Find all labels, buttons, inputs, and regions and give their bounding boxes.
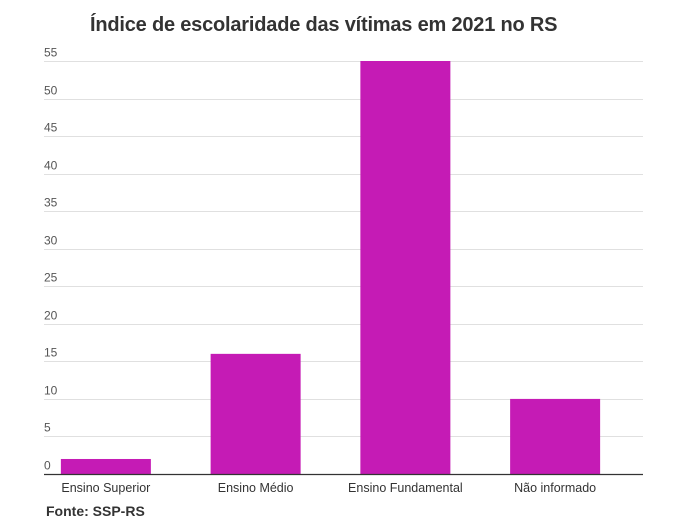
y-axis-ticks: 0 5 10 15 20 25 30 35 40 45 50 55 (44, 46, 58, 473)
y-tick-label: 35 (44, 196, 58, 210)
grid-lines (44, 61, 643, 437)
y-tick-label: 10 (44, 384, 58, 398)
bars (60, 61, 601, 474)
x-category-label: Ensino Superior (61, 481, 150, 495)
y-tick-label: 20 (44, 309, 58, 323)
y-tick-label: 30 (44, 234, 58, 248)
y-tick-label: 5 (44, 421, 51, 435)
source-note: Fonte: SSP-RS (46, 503, 145, 519)
y-tick-label: 0 (44, 459, 51, 473)
bar-3 (510, 398, 601, 474)
x-category-label: Ensino Médio (218, 481, 294, 495)
bar-2 (360, 61, 451, 474)
y-tick-label: 45 (44, 121, 58, 135)
y-tick-label: 40 (44, 159, 58, 173)
y-tick-label: 55 (44, 46, 58, 60)
y-tick-label: 25 (44, 271, 58, 285)
y-tick-label: 15 (44, 346, 58, 360)
bar-0 (60, 458, 151, 474)
x-category-label: Não informado (514, 481, 596, 495)
chart-title: Índice de escolaridade das vítimas em 20… (90, 14, 558, 36)
x-axis-labels: Ensino Superior Ensino Médio Ensino Fundam… (61, 481, 596, 495)
bar-1 (210, 353, 301, 474)
x-category-label: Ensino Fundamental (348, 481, 463, 495)
y-tick-label: 50 (44, 84, 58, 98)
